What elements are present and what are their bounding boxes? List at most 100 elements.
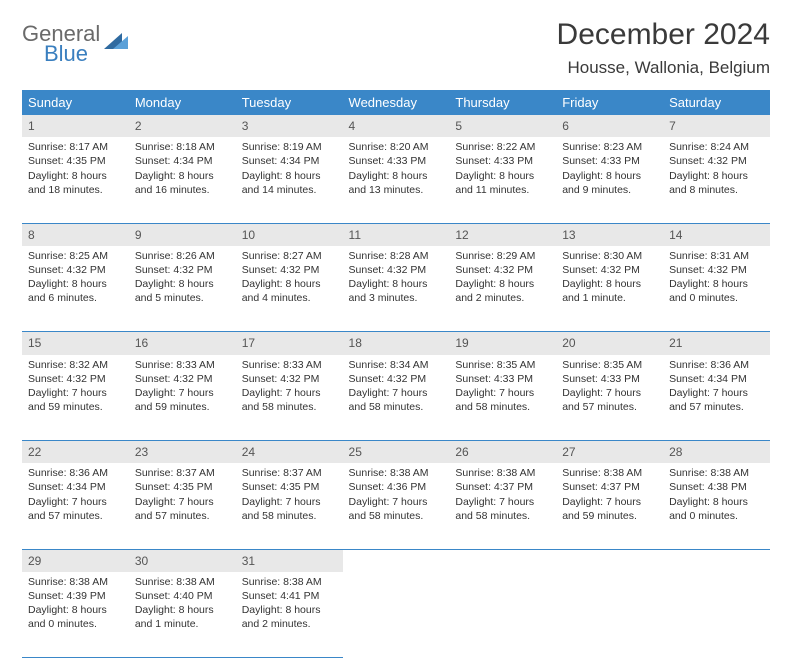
- day-detail: Sunrise: 8:37 AMSunset: 4:35 PMDaylight:…: [129, 463, 236, 549]
- day-number: [663, 549, 770, 572]
- day-detail-row: Sunrise: 8:32 AMSunset: 4:32 PMDaylight:…: [22, 355, 770, 441]
- day-detail: Sunrise: 8:19 AMSunset: 4:34 PMDaylight:…: [236, 137, 343, 223]
- sunset-line: Sunset: 4:32 PM: [135, 372, 230, 386]
- day-detail: Sunrise: 8:38 AMSunset: 4:38 PMDaylight:…: [663, 463, 770, 549]
- day-detail: [343, 572, 450, 658]
- day-detail: Sunrise: 8:18 AMSunset: 4:34 PMDaylight:…: [129, 137, 236, 223]
- day-number: 3: [236, 115, 343, 137]
- sunrise-line: Sunrise: 8:20 AM: [349, 140, 444, 154]
- day-detail-row: Sunrise: 8:36 AMSunset: 4:34 PM Daylight:…: [22, 463, 770, 549]
- sunset-line: Sunset: 4:34 PM: [669, 372, 764, 386]
- day-number-row: 891011121314: [22, 223, 770, 246]
- day-number: [556, 549, 663, 572]
- logo-triangle-icon: [104, 31, 130, 58]
- sunrise-line: Sunrise: 8:38 AM: [242, 575, 337, 589]
- day-number: 29: [22, 549, 129, 572]
- daylight-line: Daylight: 8 hours and 0 minutes.: [28, 603, 123, 631]
- day-detail: Sunrise: 8:25 AMSunset: 4:32 PMDaylight:…: [22, 246, 129, 332]
- daylight-line: Daylight: 8 hours and 5 minutes.: [135, 277, 230, 305]
- calendar-header-row: SundayMondayTuesdayWednesdayThursdayFrid…: [22, 90, 770, 115]
- day-number: 9: [129, 223, 236, 246]
- sunrise-line: Sunrise: 8:24 AM: [669, 140, 764, 154]
- sunset-line: Sunset: 4:35 PM: [135, 480, 230, 494]
- column-header: Sunday: [22, 90, 129, 115]
- day-detail: Sunrise: 8:33 AMSunset: 4:32 PMDaylight:…: [129, 355, 236, 441]
- day-detail: Sunrise: 8:26 AMSunset: 4:32 PMDaylight:…: [129, 246, 236, 332]
- sunrise-line: Sunrise: 8:23 AM: [562, 140, 657, 154]
- sunrise-line: Sunrise: 8:19 AM: [242, 140, 337, 154]
- sunrise-line: Sunrise: 8:38 AM: [455, 466, 550, 480]
- sunset-line: Sunset: 4:32 PM: [28, 372, 123, 386]
- day-number: 25: [343, 441, 450, 464]
- day-number: 13: [556, 223, 663, 246]
- day-detail: Sunrise: 8:37 AMSunset: 4:35 PMDaylight:…: [236, 463, 343, 549]
- sunset-line: Sunset: 4:33 PM: [562, 372, 657, 386]
- sunrise-line: Sunrise: 8:36 AM: [669, 358, 764, 372]
- page-title: December 2024: [557, 18, 770, 52]
- column-header: Saturday: [663, 90, 770, 115]
- day-detail: [663, 572, 770, 658]
- sunrise-line: Sunrise: 8:35 AM: [562, 358, 657, 372]
- day-number: [449, 549, 556, 572]
- daylight-line: Daylight: 7 hours and 58 minutes.: [349, 495, 444, 523]
- day-number: 23: [129, 441, 236, 464]
- day-number-row: 1234567: [22, 115, 770, 137]
- sunrise-line: Sunrise: 8:29 AM: [455, 249, 550, 263]
- daylight-line: Daylight: 8 hours and 2 minutes.: [242, 603, 337, 631]
- sunrise-line: Sunrise: 8:34 AM: [349, 358, 444, 372]
- day-detail: Sunrise: 8:38 AMSunset: 4:40 PMDaylight:…: [129, 572, 236, 658]
- daylight-line: Daylight: 7 hours and 58 minutes.: [349, 386, 444, 414]
- logo-text: General Blue: [22, 22, 100, 65]
- day-number: 1: [22, 115, 129, 137]
- day-number: 4: [343, 115, 450, 137]
- day-number: 2: [129, 115, 236, 137]
- daylight-line: Daylight: 8 hours and 8 minutes.: [669, 169, 764, 197]
- sunrise-line: Sunrise: 8:38 AM: [349, 466, 444, 480]
- sunset-line: Sunset: 4:37 PM: [455, 480, 550, 494]
- sunrise-line: Sunrise: 8:31 AM: [669, 249, 764, 263]
- day-number: 24: [236, 441, 343, 464]
- day-number: 15: [22, 332, 129, 355]
- sunrise-line: Sunrise: 8:26 AM: [135, 249, 230, 263]
- sunrise-line: Sunrise: 8:22 AM: [455, 140, 550, 154]
- day-detail: [556, 572, 663, 658]
- location: Housse, Wallonia, Belgium: [557, 58, 770, 78]
- day-number: 31: [236, 549, 343, 572]
- sunset-line: Sunset: 4:34 PM: [28, 480, 123, 494]
- sunrise-line: Sunrise: 8:33 AM: [135, 358, 230, 372]
- sunset-line: Sunset: 4:32 PM: [135, 263, 230, 277]
- day-number: 17: [236, 332, 343, 355]
- day-number: 28: [663, 441, 770, 464]
- sunrise-line: Sunrise: 8:36 AM: [28, 466, 123, 480]
- day-number: 6: [556, 115, 663, 137]
- daylight-line: Daylight: 7 hours and 57 minutes.: [135, 495, 230, 523]
- day-detail: [449, 572, 556, 658]
- daylight-line: Daylight: 8 hours and 9 minutes.: [562, 169, 657, 197]
- day-number: 7: [663, 115, 770, 137]
- daylight-line: Daylight: 7 hours and 59 minutes.: [562, 495, 657, 523]
- sunrise-line: Sunrise: 8:38 AM: [28, 575, 123, 589]
- day-detail: Sunrise: 8:31 AMSunset: 4:32 PMDaylight:…: [663, 246, 770, 332]
- sunset-line: Sunset: 4:33 PM: [455, 154, 550, 168]
- day-number: 26: [449, 441, 556, 464]
- sunset-line: Sunset: 4:32 PM: [242, 263, 337, 277]
- day-number: 11: [343, 223, 450, 246]
- day-detail-row: Sunrise: 8:25 AMSunset: 4:32 PMDaylight:…: [22, 246, 770, 332]
- sunrise-line: Sunrise: 8:25 AM: [28, 249, 123, 263]
- column-header: Thursday: [449, 90, 556, 115]
- day-number: 16: [129, 332, 236, 355]
- daylight-line: Daylight: 8 hours and 11 minutes.: [455, 169, 550, 197]
- day-detail: Sunrise: 8:23 AMSunset: 4:33 PMDaylight:…: [556, 137, 663, 223]
- daylight-line: Daylight: 7 hours and 57 minutes.: [562, 386, 657, 414]
- column-header: Monday: [129, 90, 236, 115]
- sunrise-line: Sunrise: 8:38 AM: [562, 466, 657, 480]
- sunrise-line: Sunrise: 8:30 AM: [562, 249, 657, 263]
- day-detail: Sunrise: 8:30 AMSunset: 4:32 PMDaylight:…: [556, 246, 663, 332]
- day-number: 18: [343, 332, 450, 355]
- day-detail: Sunrise: 8:24 AMSunset: 4:32 PMDaylight:…: [663, 137, 770, 223]
- calendar-table: SundayMondayTuesdayWednesdayThursdayFrid…: [22, 90, 770, 658]
- daylight-line: Daylight: 8 hours and 0 minutes.: [669, 495, 764, 523]
- sunrise-line: Sunrise: 8:17 AM: [28, 140, 123, 154]
- sunrise-line: Sunrise: 8:18 AM: [135, 140, 230, 154]
- day-detail: Sunrise: 8:29 AMSunset: 4:32 PMDaylight:…: [449, 246, 556, 332]
